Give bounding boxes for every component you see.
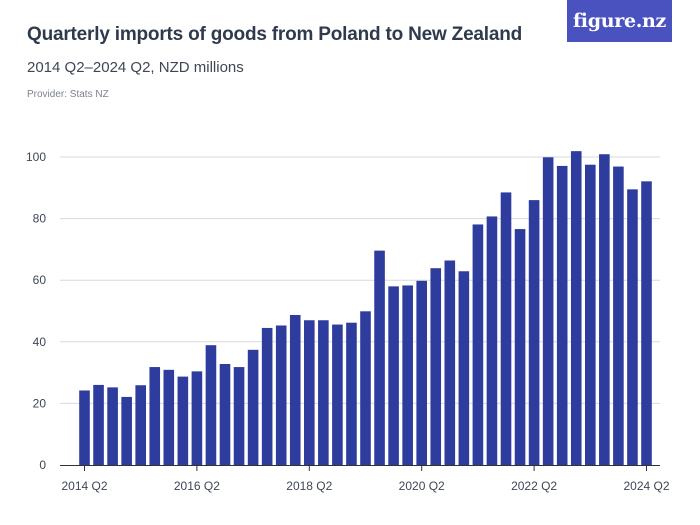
y-tick-label-100: 100: [26, 150, 46, 164]
bar-2015-q4[interactable]: [163, 369, 175, 465]
x-tick-label-2014-q2: 2014 Q2: [61, 479, 107, 493]
bar-2018-q2[interactable]: [304, 320, 315, 465]
grid-lines: [60, 156, 660, 404]
bar-2022-q3[interactable]: [542, 157, 554, 465]
x-tick-label-2024-q2: 2024 Q2: [623, 479, 669, 493]
bar-2016-q3[interactable]: [205, 345, 217, 465]
y-tick-label-40: 40: [33, 335, 47, 349]
bar-2015-q3[interactable]: [149, 367, 161, 465]
bar-2014-q3[interactable]: [93, 384, 104, 465]
bar-2017-q3[interactable]: [261, 327, 273, 465]
x-tick-label-2016-q2: 2016 Q2: [174, 479, 220, 493]
bar-2022-q1[interactable]: [514, 229, 526, 465]
y-tick-label-60: 60: [33, 273, 47, 287]
bar-2022-q4[interactable]: [556, 165, 568, 465]
bar-2014-q2[interactable]: [79, 390, 90, 465]
y-tick-label-0: 0: [39, 458, 46, 472]
bar-2018-q3[interactable]: [318, 320, 329, 465]
bar-2024-q2[interactable]: [641, 181, 652, 465]
bar-2019-q4[interactable]: [388, 286, 399, 465]
y-tick-label-80: 80: [33, 212, 47, 226]
bar-2020-q2[interactable]: [416, 280, 427, 465]
bar-2015-q2[interactable]: [135, 385, 146, 465]
bar-2016-q2[interactable]: [191, 371, 203, 465]
bar-2021-q4[interactable]: [500, 192, 512, 466]
bar-2016-q1[interactable]: [177, 376, 189, 465]
y-tick-label-20: 20: [33, 396, 47, 410]
axes: 0 20 40 60 80 100 2014 Q2 2016 Q2 2018 Q2 2020 Q2…: [26, 150, 670, 493]
bar-2018-q1[interactable]: [289, 315, 301, 465]
bar-2023-q2[interactable]: [585, 164, 596, 465]
bar-2023-q4[interactable]: [613, 166, 624, 466]
bar-2021-q3[interactable]: [486, 216, 498, 465]
bar-2017-q2[interactable]: [247, 349, 259, 465]
bar-2019-q1[interactable]: [346, 322, 357, 465]
x-tick-label-2018-q2: 2018 Q2: [286, 479, 332, 493]
x-tick-label-2020-q2: 2020 Q2: [399, 479, 445, 493]
bar-2019-q3[interactable]: [374, 250, 385, 465]
data-provider: Provider: Stats NZ: [27, 89, 109, 100]
bar-2014-q4[interactable]: [107, 387, 118, 465]
figure-nz-logo[interactable]: figure.nz: [567, 0, 672, 42]
bar-2018-q4[interactable]: [332, 324, 343, 465]
bar-2023-q3[interactable]: [599, 154, 610, 466]
x-tick-label-2022-q2: 2022 Q2: [511, 479, 557, 493]
bar-2022-q2[interactable]: [528, 200, 540, 465]
bar-2017-q4[interactable]: [275, 325, 287, 465]
chart-subtitle: 2014 Q2–2024 Q2, NZD millions: [27, 59, 244, 76]
bar-2021-q2[interactable]: [472, 224, 484, 465]
bar-2020-q4[interactable]: [444, 260, 456, 465]
bar-2015-q1[interactable]: [121, 396, 132, 465]
bar-2019-q2[interactable]: [360, 311, 371, 465]
bar-2021-q1[interactable]: [458, 271, 470, 465]
chart-title: Quarterly imports of goods from Poland t…: [27, 24, 523, 45]
bar-2024-q1[interactable]: [627, 189, 638, 465]
bars: [79, 151, 652, 466]
bar-2020-q3[interactable]: [430, 268, 442, 465]
bar-2020-q1[interactable]: [402, 285, 413, 465]
bar-2023-q1[interactable]: [570, 151, 582, 465]
bar-2017-q1[interactable]: [233, 367, 245, 465]
bar-2016-q4[interactable]: [219, 363, 231, 465]
